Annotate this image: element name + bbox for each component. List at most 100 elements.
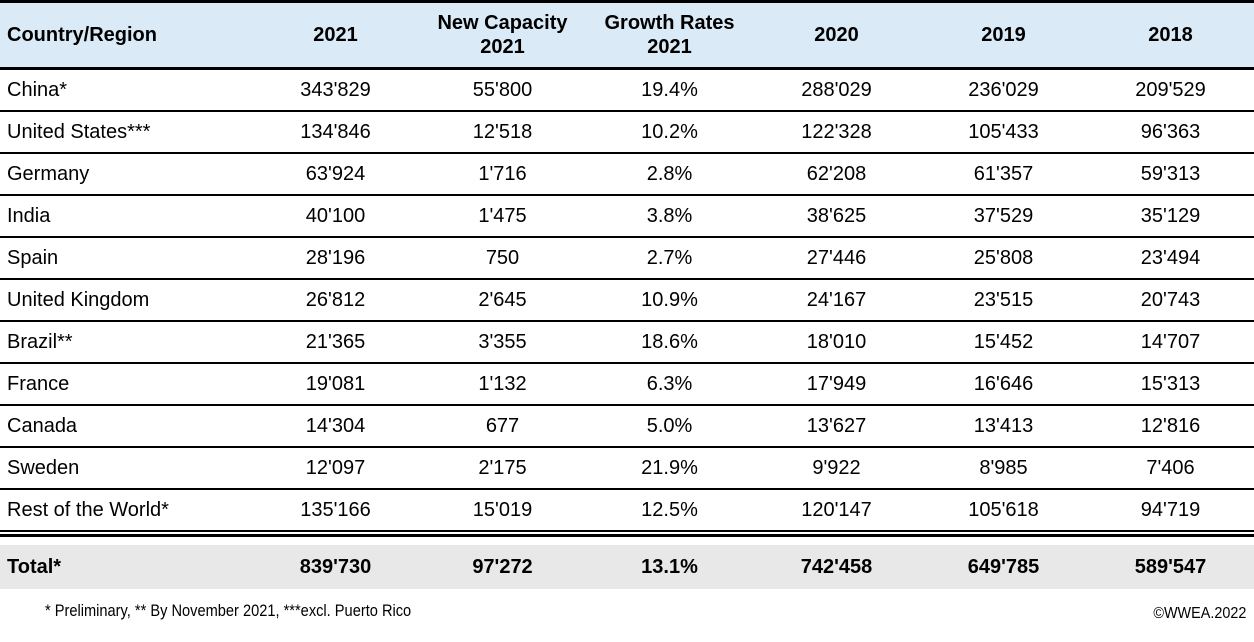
value-cell: 14'707 — [1140, 330, 1201, 353]
header-cell-growth-rates: Growth Rates 2021 — [604, 12, 735, 58]
value-cell: 10.9% — [641, 288, 698, 311]
value-cell: 343'829 — [300, 78, 371, 101]
value-cell: 677 — [485, 414, 520, 437]
divider-thin-line — [0, 530, 1254, 532]
value-cell: 21'365 — [305, 330, 366, 353]
table-header-row: Country/Region 2021 New Capacity 2021 Gr… — [0, 3, 1254, 70]
value-cell: 62'208 — [806, 162, 867, 185]
total-value-cell: 649'785 — [967, 555, 1040, 578]
country-cell: United Kingdom — [7, 288, 150, 311]
value-cell: 23'494 — [1140, 246, 1201, 269]
table-row-india: India 40'100 1'475 3.8% 38'625 37'529 35… — [0, 196, 1254, 238]
value-cell: 209'529 — [1135, 78, 1206, 101]
value-cell: 2'645 — [478, 288, 527, 311]
country-cell: Brazil** — [7, 330, 73, 353]
value-cell: 13'413 — [973, 414, 1034, 437]
table-row-rest-of-world: Rest of the World* 135'166 15'019 12.5% … — [0, 490, 1254, 530]
footnote-text: * Preliminary, ** By November 2021, ***e… — [45, 601, 412, 620]
value-cell: 12'097 — [305, 456, 366, 479]
value-cell: 25'808 — [973, 246, 1034, 269]
value-cell: 3'355 — [478, 330, 527, 353]
value-cell: 23'515 — [973, 288, 1034, 311]
value-cell: 5.0% — [646, 414, 693, 437]
value-cell: 750 — [485, 246, 520, 269]
total-value-cell: 97'272 — [472, 555, 533, 578]
value-cell: 122'328 — [801, 120, 872, 143]
value-cell: 236'029 — [968, 78, 1039, 101]
value-cell: 28'196 — [305, 246, 366, 269]
value-cell: 19'081 — [305, 372, 366, 395]
table-row-canada: Canada 14'304 677 5.0% 13'627 13'413 12'… — [0, 406, 1254, 448]
value-cell: 15'452 — [973, 330, 1034, 353]
value-cell: 2'175 — [478, 456, 527, 479]
double-rule-divider — [0, 530, 1254, 537]
value-cell: 14'304 — [305, 414, 366, 437]
pre-total-gap — [0, 537, 1254, 545]
value-cell: 8'985 — [979, 456, 1028, 479]
value-cell: 15'019 — [472, 498, 533, 521]
value-cell: 37'529 — [973, 204, 1034, 227]
value-cell: 55'800 — [472, 78, 533, 101]
value-cell: 17'949 — [806, 372, 867, 395]
table-row-united-states: United States*** 134'846 12'518 10.2% 12… — [0, 112, 1254, 154]
country-cell: Canada — [7, 414, 78, 437]
value-cell: 19.4% — [641, 78, 698, 101]
value-cell: 288'029 — [801, 78, 872, 101]
value-cell: 24'167 — [806, 288, 867, 311]
value-cell: 105'618 — [968, 498, 1039, 521]
value-cell: 26'812 — [305, 288, 366, 311]
total-value-cell: 589'547 — [1134, 555, 1207, 578]
value-cell: 2.7% — [646, 246, 693, 269]
value-cell: 35'129 — [1140, 204, 1201, 227]
header-cell-country: Country/Region — [7, 24, 157, 46]
value-cell: 21.9% — [641, 456, 698, 479]
value-cell: 59'313 — [1140, 162, 1201, 185]
country-cell: Spain — [7, 246, 59, 269]
country-cell: Germany — [7, 162, 90, 185]
copyright-text: ©WWEA.2022 — [1152, 605, 1246, 622]
divider-thick-line — [0, 534, 1254, 537]
value-cell: 40'100 — [305, 204, 366, 227]
value-cell: 27'446 — [806, 246, 867, 269]
table-row-united-kingdom: United Kingdom 26'812 2'645 10.9% 24'167… — [0, 280, 1254, 322]
total-value-cell: 13.1% — [641, 555, 698, 578]
value-cell: 12.5% — [641, 498, 698, 521]
value-cell: 13'627 — [806, 414, 867, 437]
capacity-table: Country/Region 2021 New Capacity 2021 Gr… — [0, 0, 1254, 589]
table-row-germany: Germany 63'924 1'716 2.8% 62'208 61'357 … — [0, 154, 1254, 196]
value-cell: 12'518 — [472, 120, 533, 143]
total-value-cell: 742'458 — [800, 555, 873, 578]
value-cell: 134'846 — [300, 120, 371, 143]
value-cell: 18.6% — [641, 330, 698, 353]
header-cell-2019: 2019 — [981, 24, 1026, 46]
value-cell: 135'166 — [300, 498, 371, 521]
total-value-cell: 839'730 — [299, 555, 372, 578]
header-cell-new-capacity: New Capacity 2021 — [437, 12, 568, 58]
value-cell: 1'475 — [478, 204, 527, 227]
value-cell: 7'406 — [1146, 456, 1195, 479]
table-total-row: Total* 839'730 97'272 13.1% 742'458 649'… — [0, 545, 1254, 589]
header-cell-2018: 2018 — [1148, 24, 1193, 46]
country-cell: Sweden — [7, 456, 80, 479]
table-row-china: China* 343'829 55'800 19.4% 288'029 236'… — [0, 70, 1254, 112]
value-cell: 120'147 — [801, 498, 872, 521]
country-cell: Rest of the World* — [7, 498, 169, 521]
table-row-sweden: Sweden 12'097 2'175 21.9% 9'922 8'985 7'… — [0, 448, 1254, 490]
country-cell: France — [7, 372, 70, 395]
country-cell: China* — [7, 78, 68, 101]
value-cell: 2.8% — [646, 162, 693, 185]
value-cell: 3.8% — [646, 204, 693, 227]
table-footer: * Preliminary, ** By November 2021, ***e… — [0, 601, 1254, 623]
total-label-cell: Total* — [7, 555, 62, 578]
table-row-brazil: Brazil** 21'365 3'355 18.6% 18'010 15'45… — [0, 322, 1254, 364]
value-cell: 12'816 — [1140, 414, 1201, 437]
value-cell: 9'922 — [812, 456, 861, 479]
value-cell: 6.3% — [646, 372, 693, 395]
value-cell: 10.2% — [641, 120, 698, 143]
value-cell: 1'132 — [478, 372, 527, 395]
value-cell: 94'719 — [1140, 498, 1201, 521]
value-cell: 96'363 — [1140, 120, 1201, 143]
value-cell: 15'313 — [1140, 372, 1201, 395]
divider-gap — [0, 532, 1254, 534]
